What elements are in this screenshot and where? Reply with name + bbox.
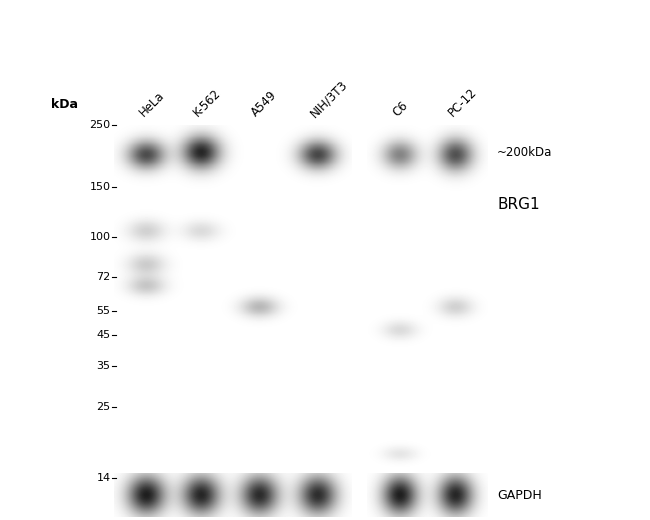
Text: 25: 25 bbox=[96, 402, 110, 412]
Text: kDa: kDa bbox=[51, 98, 79, 110]
Text: NIH/3T3: NIH/3T3 bbox=[307, 77, 350, 120]
Text: 14: 14 bbox=[96, 473, 110, 484]
Text: 35: 35 bbox=[96, 361, 110, 371]
Text: A549: A549 bbox=[250, 89, 280, 120]
Text: 250: 250 bbox=[89, 120, 111, 130]
Text: BRG1: BRG1 bbox=[497, 198, 540, 213]
Text: 100: 100 bbox=[90, 232, 110, 242]
Text: K-562: K-562 bbox=[191, 87, 224, 120]
Text: 55: 55 bbox=[96, 306, 110, 316]
Text: C6: C6 bbox=[391, 99, 411, 120]
Text: ~200kDa: ~200kDa bbox=[497, 146, 552, 159]
Text: 72: 72 bbox=[96, 272, 110, 282]
Text: GAPDH: GAPDH bbox=[497, 489, 542, 502]
Text: 150: 150 bbox=[90, 183, 110, 192]
Text: 45: 45 bbox=[96, 330, 110, 340]
Text: PC-12: PC-12 bbox=[446, 86, 480, 120]
Text: HeLa: HeLa bbox=[136, 89, 167, 120]
